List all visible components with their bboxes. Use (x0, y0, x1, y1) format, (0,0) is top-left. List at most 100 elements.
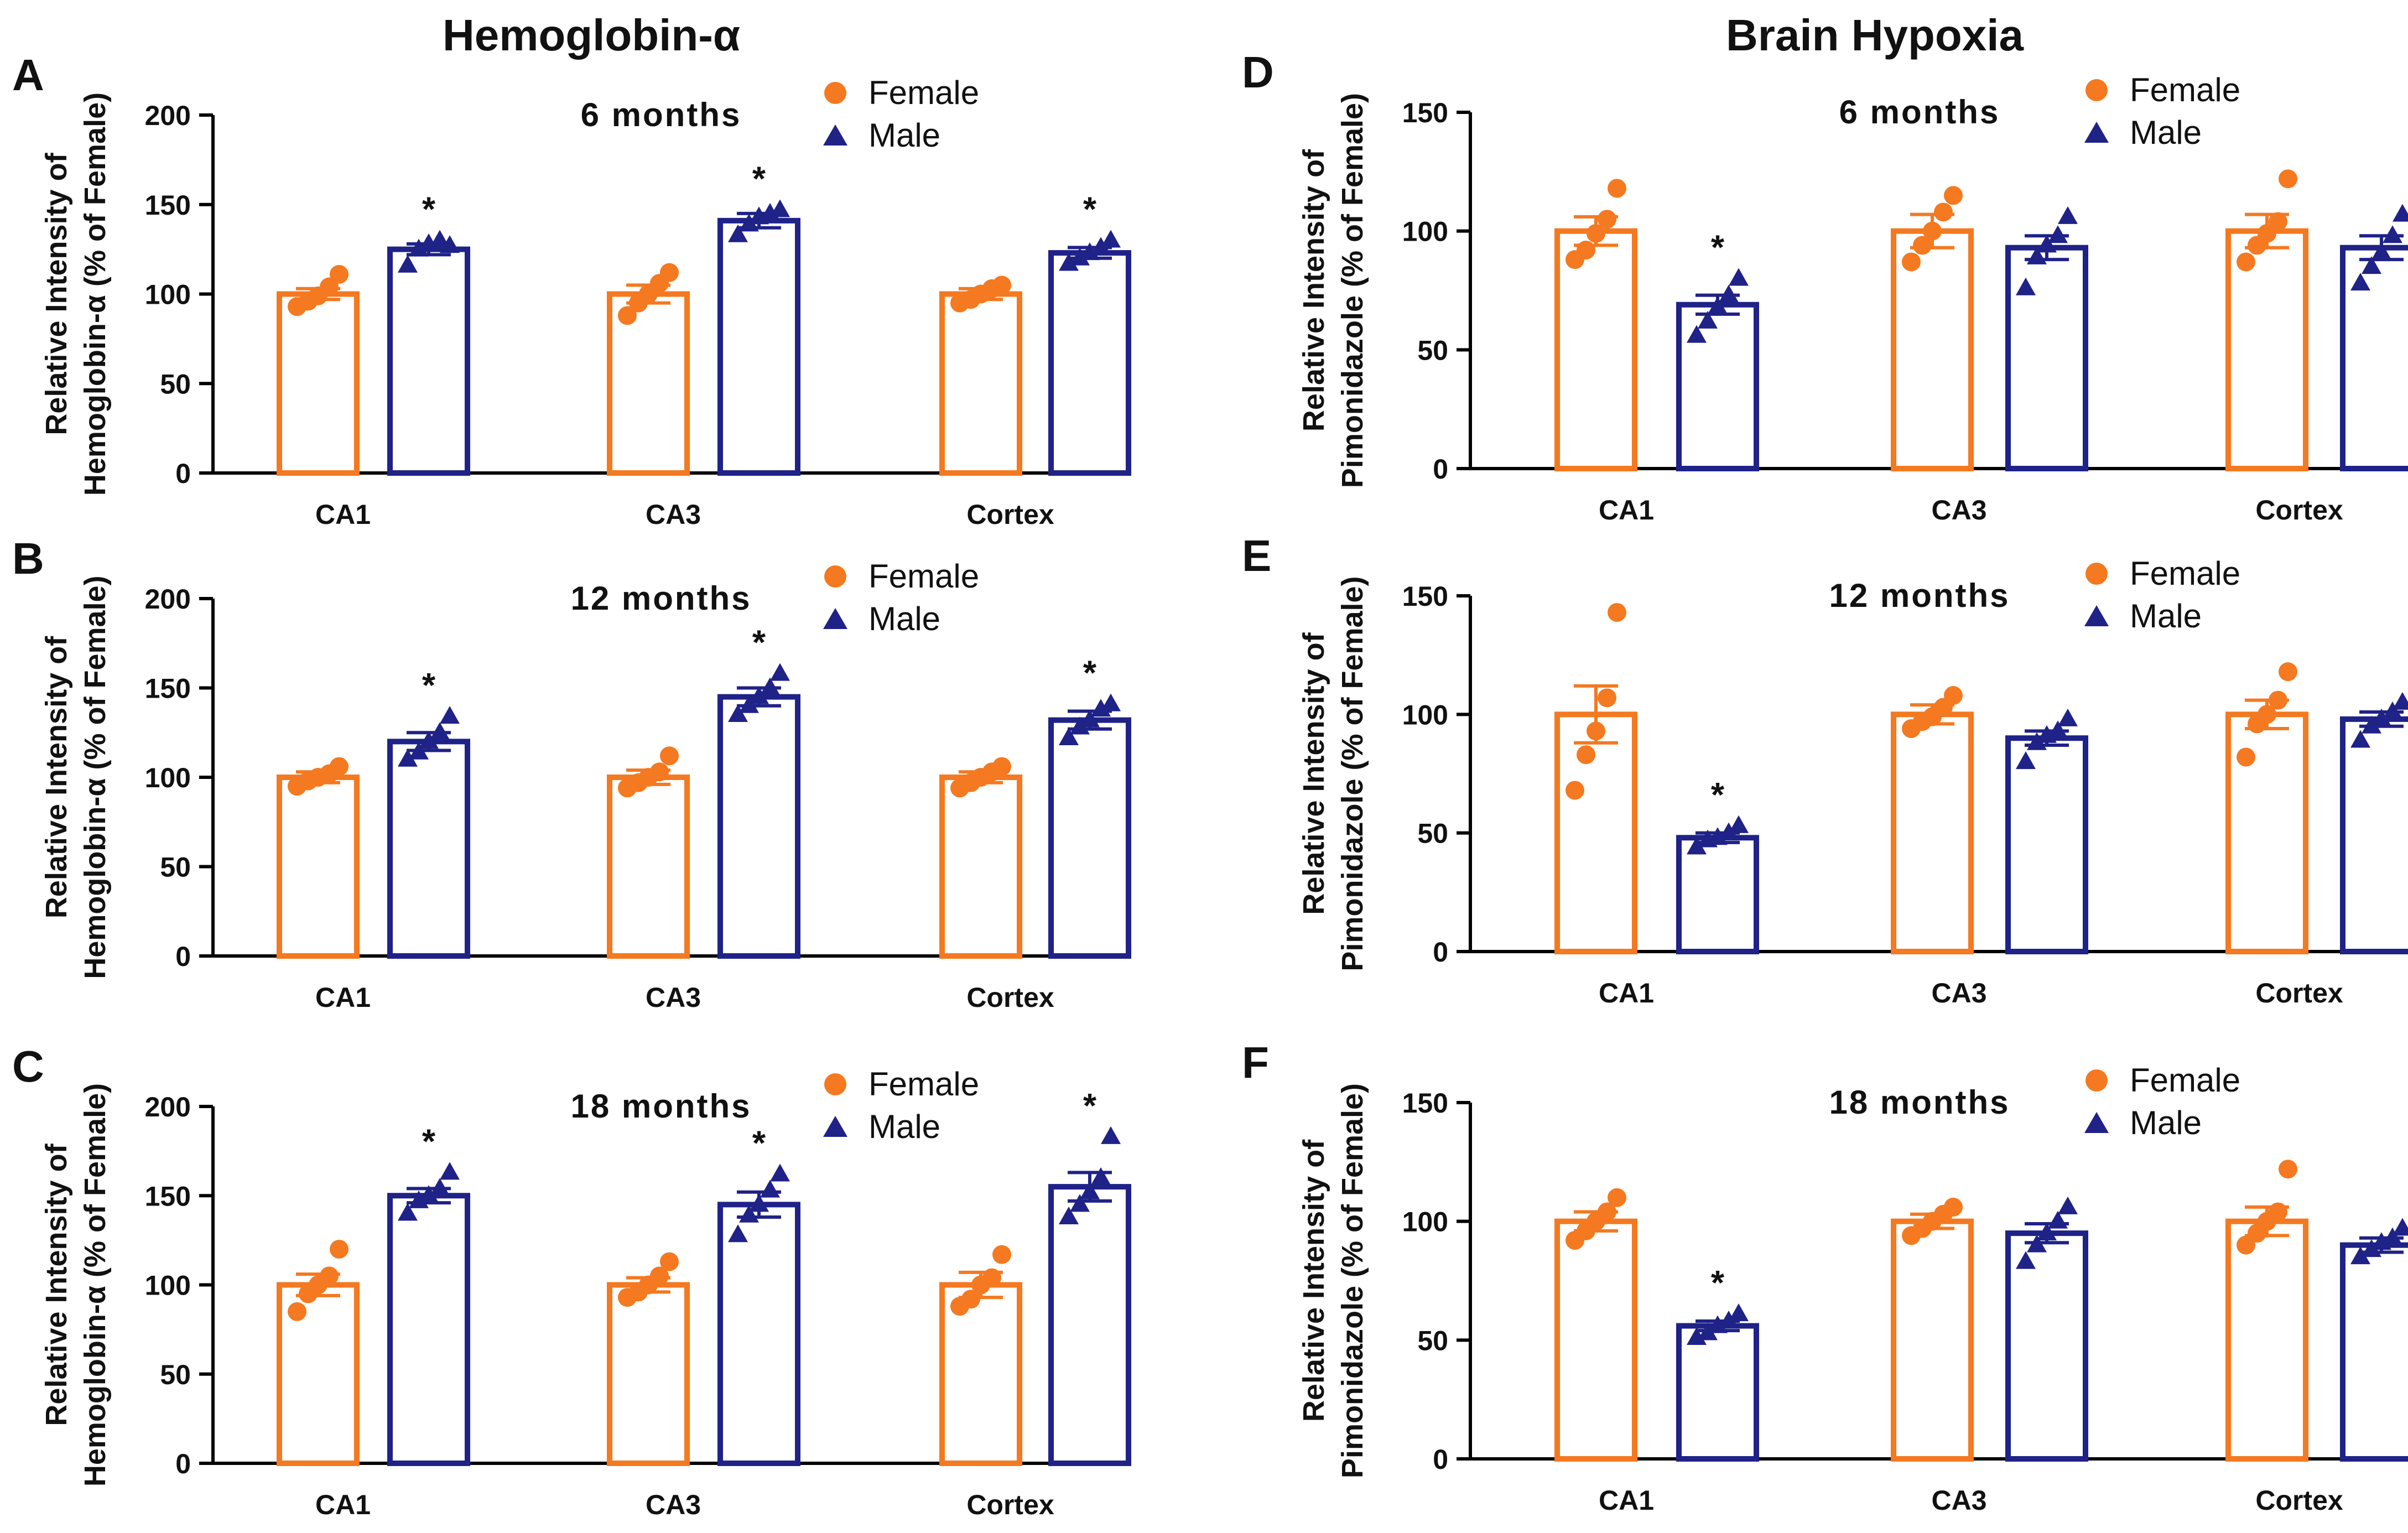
y-tick-label: 50 (1417, 818, 1448, 849)
x-category-label: CA3 (1931, 495, 1986, 526)
female-data-point (1598, 210, 1616, 229)
legend-female-marker (2085, 79, 2108, 101)
significance-star: * (752, 160, 766, 198)
female-data-point (660, 1252, 679, 1271)
x-category-label: Cortex (966, 982, 1054, 1013)
panel-b: B Relative Intensity of Hemoglobin-α (% of… (12, 534, 1131, 1013)
female-data-point (2279, 1160, 2297, 1179)
chart-title: 18 months (1829, 1084, 2010, 1121)
x-category-label: CA3 (1931, 978, 1986, 1009)
female-data-point (2279, 169, 2297, 189)
male-bar (387, 1193, 470, 1466)
panel-letter: B (12, 534, 44, 583)
female-data-point (330, 264, 349, 284)
male-data-point (1719, 1310, 1739, 1328)
female-data-point (288, 1302, 306, 1321)
legend-male-label: Male (2130, 597, 2202, 635)
chart-title: 6 months (581, 96, 742, 133)
male-data-point (409, 741, 429, 760)
x-category-label: CA1 (315, 982, 371, 1013)
female-data-point (1923, 221, 1942, 241)
y-tick-label: 50 (160, 852, 191, 883)
y-tick-label: 150 (1402, 1088, 1448, 1119)
female-data-point (992, 1245, 1011, 1264)
male-data-point (2371, 708, 2391, 726)
female-data-point (1944, 1197, 1963, 1217)
male-data-point (2016, 1251, 2036, 1269)
female-data-point (1587, 224, 1605, 243)
y-tick-label: 150 (1402, 97, 1448, 128)
legend-male-marker (2084, 605, 2109, 626)
y-tick-label: 0 (1433, 1444, 1448, 1475)
female-data-point (1577, 241, 1595, 260)
male-data-point (749, 686, 769, 704)
legend-male-marker (823, 124, 847, 145)
y-axis-label-line1: Relative Intensity of (40, 1143, 73, 1426)
female-bar (1554, 711, 1637, 955)
y-tick-label: 0 (175, 458, 191, 489)
male-data-point (728, 1224, 748, 1243)
male-data-point (1091, 699, 1111, 717)
chart-title: 12 months (570, 580, 751, 617)
panel-f: F Relative Intensity of Pimonidazole (% of… (1242, 1038, 2408, 1516)
female-data-point (1608, 603, 1626, 622)
male-bar (717, 694, 800, 959)
female-data-point (992, 276, 1011, 295)
y-tick-label: 50 (160, 1359, 191, 1390)
panel-a: A Relative Intensity of Hemoglobin-α (% of… (12, 50, 1131, 530)
y-axis-label-line1: Relative Intensity of (40, 152, 73, 435)
male-data-point (2393, 204, 2408, 222)
significance-star: * (1083, 654, 1097, 693)
male-data-point (398, 749, 418, 767)
y-tick-label: 150 (1402, 581, 1448, 612)
male-data-point (2058, 206, 2078, 224)
female-data-point (2269, 1202, 2287, 1222)
chart-title: 18 months (570, 1088, 751, 1125)
y-axis-label-line1: Relative Intensity of (40, 636, 73, 918)
legend-female-marker (2085, 563, 2108, 585)
male-data-point (2048, 1210, 2068, 1229)
female-data-point (961, 1290, 980, 1309)
legend-male-label: Male (2130, 114, 2202, 151)
male-data-point (1719, 822, 1739, 840)
significance-star: * (422, 667, 436, 705)
male-bar (2340, 716, 2408, 954)
x-category-label: CA3 (646, 982, 701, 1013)
female-data-point (992, 757, 1011, 776)
x-category-label: CA1 (315, 499, 371, 530)
female-data-point (320, 1266, 339, 1286)
y-tick-label: 100 (145, 762, 191, 793)
female-data-point (660, 263, 679, 282)
female-bar (2225, 1218, 2308, 1462)
male-data-point (2058, 1196, 2078, 1214)
male-data-point (440, 1162, 460, 1180)
chart-title: 12 months (1829, 577, 2010, 614)
male-data-point (2350, 730, 2370, 748)
legend-female-marker (824, 82, 846, 104)
y-tick-label: 0 (175, 941, 191, 972)
male-data-point (760, 677, 780, 695)
male-data-point (2383, 225, 2402, 243)
male-data-point (1059, 253, 1079, 271)
x-category-label: Cortex (2255, 495, 2343, 526)
female-bar (939, 775, 1022, 959)
legend-male-marker (2084, 122, 2109, 143)
legend-female-label: Female (868, 74, 979, 111)
male-data-point (1729, 1303, 1749, 1322)
female-data-point (320, 277, 339, 297)
female-data-point (2237, 747, 2255, 767)
male-data-point (1101, 693, 1121, 711)
female-bar (277, 291, 360, 476)
female-bar (1891, 711, 1974, 955)
y-tick-label: 50 (1417, 335, 1448, 366)
x-category-label: Cortex (2255, 1485, 2343, 1516)
male-data-point (2058, 708, 2078, 726)
male-data-point (1070, 1194, 1090, 1212)
female-bar (1891, 1218, 1974, 1462)
legend-male-label: Male (2130, 1104, 2202, 1141)
male-bar (387, 739, 470, 959)
panel-c: C Relative Intensity of Hemoglobin-α (% of… (12, 1042, 1131, 1520)
y-tick-label: 100 (145, 1270, 191, 1301)
male-data-point (1091, 237, 1111, 255)
male-bar (1676, 835, 1759, 954)
